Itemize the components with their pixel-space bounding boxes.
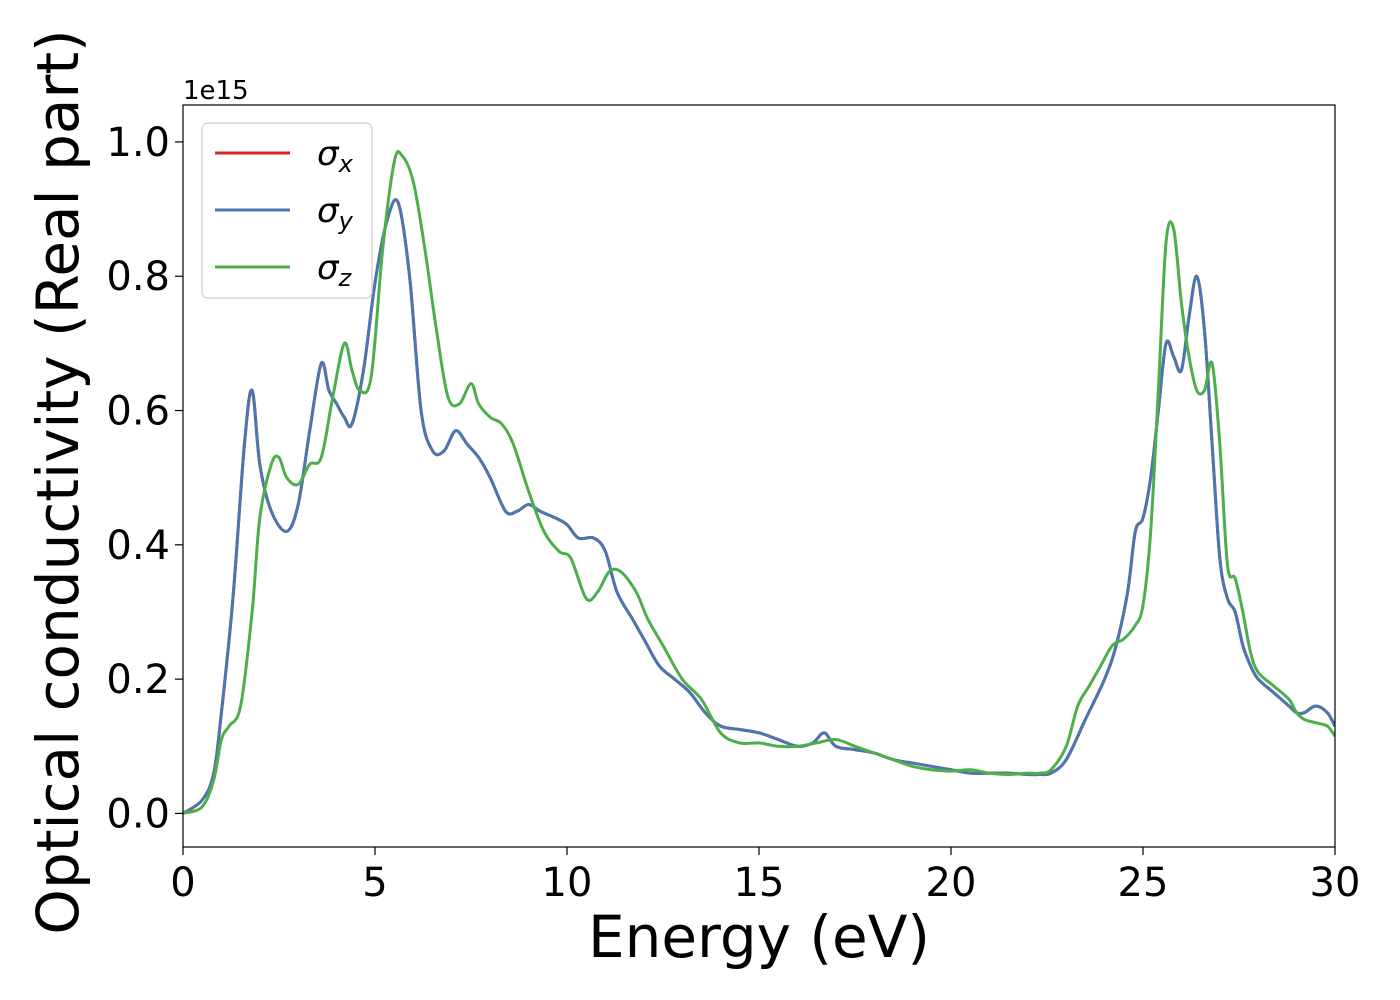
legend: σx σy σz bbox=[201, 122, 373, 299]
y-offset-text: 1e15 bbox=[183, 76, 249, 106]
x-tick-label: 30 bbox=[1310, 860, 1361, 906]
series-line-z bbox=[183, 150, 1335, 815]
x-axis: 0 5 10 15 20 25 30 bbox=[170, 847, 1360, 906]
x-axis-label: Energy (eV) bbox=[588, 903, 930, 971]
x-tick-label: 0 bbox=[170, 860, 195, 906]
x-tick-label: 5 bbox=[362, 860, 387, 906]
x-tick-label: 10 bbox=[542, 860, 593, 906]
y-tick-label: 0.4 bbox=[106, 523, 170, 569]
y-tick-label: 0.0 bbox=[106, 791, 170, 837]
y-tick-label: 0.8 bbox=[106, 254, 170, 300]
legend-label-x: σx bbox=[317, 134, 354, 178]
y-tick-label: 0.2 bbox=[106, 657, 170, 703]
x-tick-label: 15 bbox=[734, 860, 785, 906]
legend-label-z: σz bbox=[317, 248, 353, 292]
y-axis-label: Optical conductivity (Real part) bbox=[24, 29, 92, 934]
y-tick-label: 0.6 bbox=[106, 389, 170, 435]
x-tick-label: 25 bbox=[1118, 860, 1169, 906]
series-line-y bbox=[183, 198, 1335, 815]
series-lines bbox=[183, 150, 1335, 815]
y-axis: 0.0 0.2 0.4 0.6 0.8 1.0 bbox=[106, 120, 183, 837]
y-tick-label: 1.0 bbox=[106, 120, 170, 166]
legend-label-y: σy bbox=[317, 191, 354, 235]
x-tick-label: 20 bbox=[926, 860, 977, 906]
